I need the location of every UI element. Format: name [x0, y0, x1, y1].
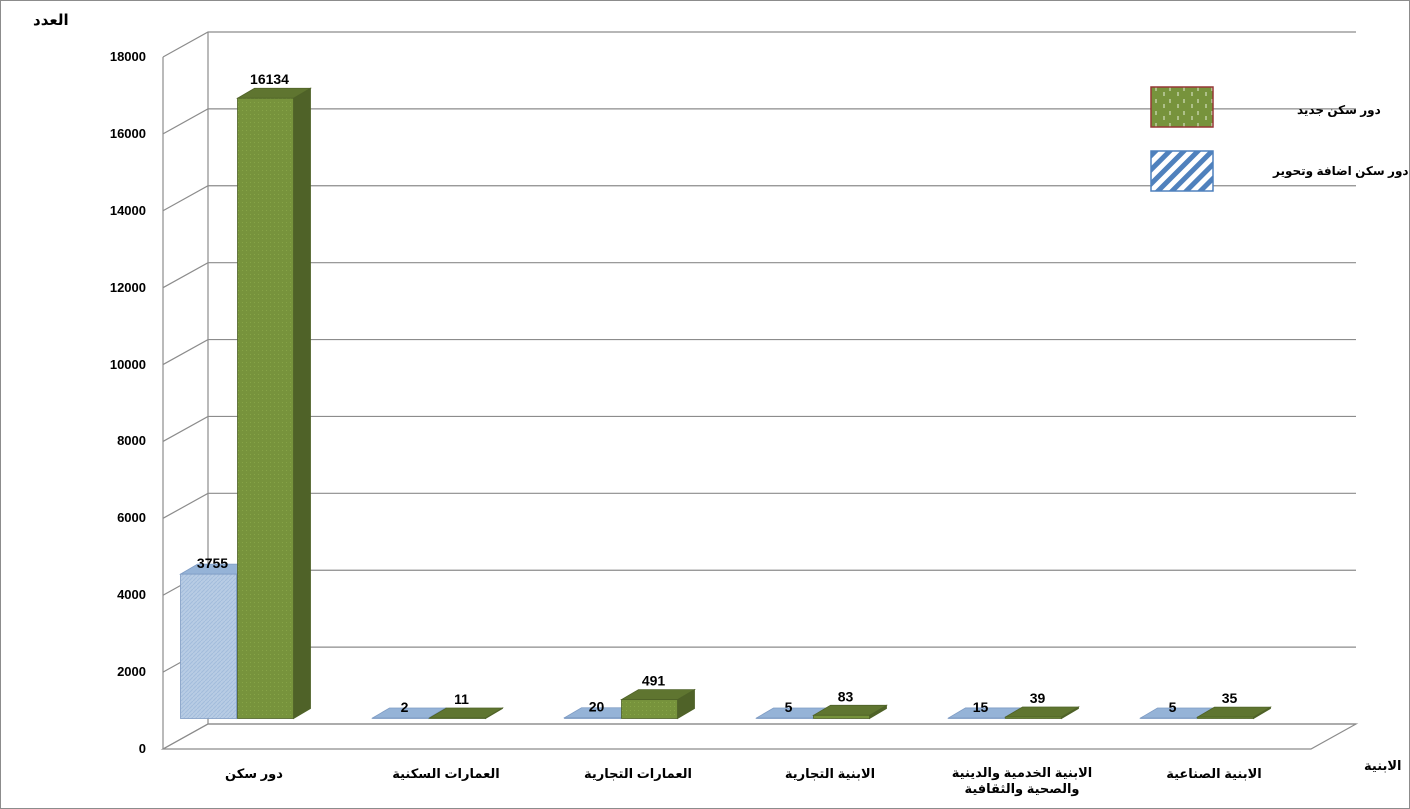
data-label: 491	[642, 673, 666, 689]
bar-new-3	[812, 704, 888, 720]
legend-label: دور سكن اضافة وتحوير	[1273, 164, 1409, 178]
bar-new-0	[236, 87, 312, 720]
gridline	[162, 338, 1356, 366]
gridline	[162, 262, 1356, 289]
y-tick-label: 4000	[117, 587, 146, 603]
y-tick-label: 8000	[117, 433, 146, 449]
floor	[160, 723, 1359, 750]
y-tick-label: 10000	[109, 356, 146, 372]
y-tick-label: 18000	[109, 49, 146, 64]
x-category-label: دور سكن	[225, 766, 283, 781]
y-tick-label: 0	[138, 741, 146, 756]
bar-new-4	[1004, 706, 1080, 720]
y-tick-label: 12000	[109, 279, 146, 295]
data-label: 39	[1030, 690, 1046, 706]
data-label: 11	[454, 691, 469, 707]
legend-swatch	[1150, 86, 1214, 128]
y-tick-label: 6000	[117, 510, 146, 526]
legend-label: دور سكن جديد	[1297, 103, 1381, 117]
y-axis-label: العدد	[33, 12, 69, 29]
data-label: 15	[973, 699, 989, 715]
gridlines	[160, 31, 1359, 750]
gridline	[162, 646, 1356, 673]
bars	[179, 87, 1272, 720]
bar-new-1	[428, 707, 504, 720]
x-category-label: الابنية الخدمية والدينية والصحية والثقاف…	[951, 765, 1093, 796]
x-category-label: الابنية الصناعية	[1166, 766, 1262, 781]
x-category-label: الابنية التجارية	[784, 766, 876, 781]
data-label: 2	[401, 699, 409, 715]
gridline	[162, 723, 1356, 750]
data-label: 5	[1169, 699, 1177, 715]
data-label: 3755	[197, 555, 228, 571]
data-labels: 3755 16134 2 11 20 491 5 83 15 39 5 35	[197, 71, 1238, 715]
gridline	[162, 569, 1356, 596]
bar-new-5	[1196, 706, 1272, 720]
x-axis-label: الابنية	[1364, 758, 1402, 773]
gridline	[162, 31, 1356, 58]
data-label: 5	[785, 699, 793, 715]
gridline	[162, 492, 1356, 519]
y-tick-label: 2000	[117, 664, 146, 680]
data-label: 20	[589, 699, 605, 715]
gridline	[162, 415, 1356, 442]
y-tick-label: 16000	[109, 125, 146, 141]
data-label: 16134	[250, 71, 289, 87]
y-tick-label: 14000	[109, 202, 146, 218]
data-label: 35	[1222, 690, 1238, 706]
legend-swatch	[1150, 150, 1214, 192]
legend	[1150, 86, 1214, 192]
data-label: 83	[838, 688, 854, 704]
x-category-label: العمارات التجارية	[583, 766, 693, 781]
x-category-label: العمارات السكنية	[392, 766, 500, 781]
bar-new-2	[620, 688, 696, 720]
